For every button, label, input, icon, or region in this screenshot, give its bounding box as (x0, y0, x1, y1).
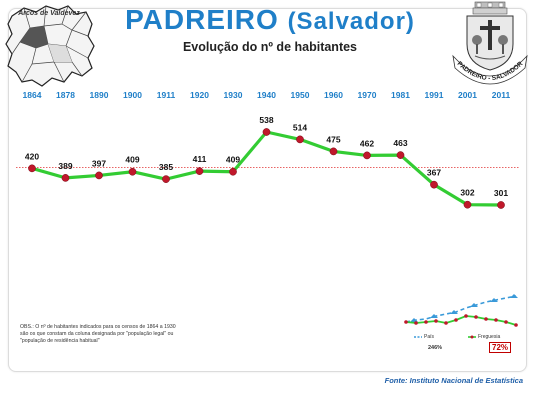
data-label: 409 (125, 155, 139, 165)
data-point (363, 151, 371, 160)
year-label: 1981 (391, 90, 410, 100)
title-paren: (Salvador) (287, 8, 415, 35)
map-label: Arcos de Valdevez (18, 10, 80, 17)
mini-value-parish: 72% (489, 342, 512, 353)
data-label: 462 (360, 138, 374, 148)
year-label: 1970 (358, 90, 377, 100)
data-label: 302 (460, 188, 474, 198)
data-point (162, 175, 170, 183)
data-label: 420 (25, 151, 39, 161)
data-label: 389 (58, 161, 72, 171)
data-label: 367 (427, 168, 441, 178)
year-label: 2011 (492, 90, 511, 100)
mini-value-country: 246% (428, 345, 443, 351)
data-point (128, 167, 137, 176)
data-point (262, 128, 271, 136)
year-label: 1930 (224, 90, 243, 100)
population-line-chart: 1864 1878 1890 1900 1911 1920 1930 1940 1950 1960… (16, 90, 520, 209)
page-title: PADREIRO (Salvador) (96, 4, 444, 36)
data-label: 463 (393, 138, 407, 148)
parish-crest-icon: PADREIRO - SALVADOR (452, 1, 528, 85)
data-point (497, 201, 505, 209)
title-main: PADREIRO (125, 4, 279, 35)
data-point (195, 167, 204, 175)
year-label: 1940 (257, 90, 276, 100)
year-label: 1864 (23, 90, 42, 100)
data-point (95, 171, 103, 180)
data-label: 409 (226, 155, 240, 165)
municipality-map-icon (5, 5, 95, 87)
data-point (329, 147, 338, 156)
data-point (61, 174, 70, 182)
data-point (296, 135, 304, 144)
data-point (229, 167, 237, 176)
year-label: 1890 (90, 90, 109, 100)
data-point (396, 151, 405, 159)
year-label: 1920 (190, 90, 209, 100)
data-label: 301 (494, 188, 508, 198)
data-point (463, 200, 472, 209)
year-label: 1960 (324, 90, 343, 100)
data-point (28, 164, 36, 173)
year-label: 1911 (157, 90, 176, 100)
data-label: 514 (293, 122, 307, 132)
mini-legend-country: País (424, 334, 435, 340)
mini-legend-parish: Freguesia (478, 334, 501, 340)
year-label: 2001 (458, 90, 477, 100)
year-label: 1991 (425, 90, 444, 100)
year-label: 1878 (56, 90, 75, 100)
data-label: 397 (92, 158, 106, 168)
data-label: 411 (193, 154, 207, 164)
data-point (430, 180, 438, 189)
year-label: 1900 (123, 90, 142, 100)
data-label: 538 (259, 115, 273, 125)
comparison-mini-chart (404, 294, 518, 339)
source-note: Fonte: Instituto Nacional de Estatística (384, 376, 523, 385)
observation-note: OBS.: O nº de habitantes indicados para … (20, 324, 176, 344)
data-label: 475 (326, 134, 340, 144)
year-label: 1950 (291, 90, 310, 100)
chart-subtitle: Evolução do nº de habitantes (182, 40, 358, 54)
data-label: 385 (159, 162, 173, 172)
